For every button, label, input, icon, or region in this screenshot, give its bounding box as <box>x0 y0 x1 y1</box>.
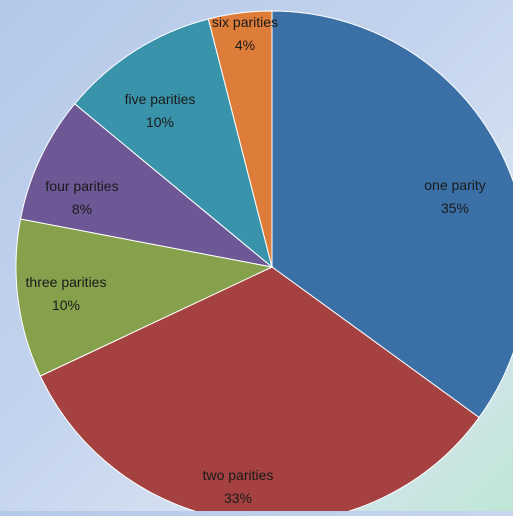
pie-slice-two-parities <box>39 266 480 516</box>
slice-value-label-three-parities: 10% <box>52 297 80 313</box>
slice-label-five-parities: five parities <box>125 91 196 107</box>
slice-value-label-four-parities: 8% <box>72 201 92 217</box>
pie-slice-five-parities <box>74 18 273 269</box>
slice-value-label-six-parities: 4% <box>235 37 255 53</box>
slice-label-three-parities: three parities <box>26 274 107 290</box>
slice-label-two-parities: two parities <box>203 467 274 483</box>
slice-label-one-parity: one parity <box>424 177 485 193</box>
slices-layer <box>15 10 513 516</box>
slice-value-label-two-parities: 33% <box>224 490 252 506</box>
pie-slice-four-parities <box>19 103 273 268</box>
slice-value-label-five-parities: 10% <box>146 114 174 130</box>
slice-label-six-parities: six parities <box>212 14 278 30</box>
pie-slice-six-parities <box>207 10 273 268</box>
labels-layer: one parity 35% two parities 33% three pariti… <box>26 14 486 506</box>
pie-slice-one-parity <box>271 10 513 419</box>
pie-slice-three-parities <box>15 218 274 377</box>
slice-label-four-parities: four parities <box>45 178 118 194</box>
slice-value-label-one-parity: 35% <box>441 200 469 216</box>
